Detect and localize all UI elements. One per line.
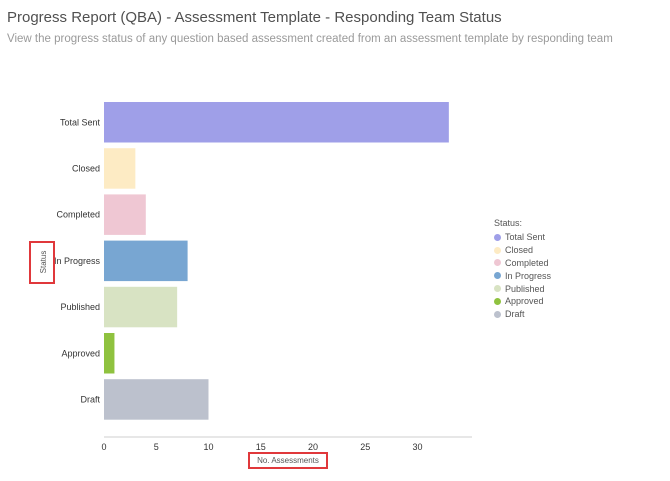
xlabel-highlight-box — [248, 452, 328, 469]
y-tick-label-closed: Closed — [72, 163, 100, 173]
x-tick-label-5: 5 — [154, 442, 159, 452]
legend-label: Completed — [505, 257, 549, 268]
x-axis-title: No. Assessments — [257, 456, 319, 465]
legend-item-closed[interactable]: Closed — [494, 244, 551, 257]
legend-item-in-progress[interactable]: In Progress — [494, 269, 551, 282]
bar-in-progress[interactable] — [104, 240, 188, 282]
chart-legend: Status: Total Sent Closed Completed In Prog… — [494, 218, 551, 321]
x-tick-labels: 0 5 10 15 20 25 30 — [101, 442, 422, 452]
bar-approved[interactable] — [104, 333, 115, 374]
bar-total-sent[interactable] — [104, 102, 449, 143]
legend-dot-icon — [494, 310, 501, 318]
ylabel-highlight-box — [29, 241, 55, 284]
legend-dot-icon — [494, 272, 501, 280]
legend-label: In Progress — [505, 270, 552, 281]
bar-closed[interactable] — [104, 148, 136, 189]
legend-label: Approved — [505, 296, 544, 307]
x-tick-label-15: 15 — [256, 442, 266, 452]
legend-dot-icon — [494, 233, 501, 241]
bar-draft[interactable] — [104, 379, 209, 420]
legend-item-published[interactable]: Published — [494, 282, 551, 295]
y-tick-label-in-progress: In Progress — [54, 256, 101, 266]
legend-dot-icon — [494, 297, 501, 305]
legend-label: Published — [505, 283, 545, 294]
y-tick-labels: Total Sent Closed Completed In Progress Publ… — [54, 117, 101, 404]
legend-label: Total Sent — [505, 232, 546, 243]
legend-item-approved[interactable]: Approved — [494, 295, 551, 308]
legend-item-completed[interactable]: Completed — [494, 257, 551, 270]
x-tick-label-0: 0 — [101, 442, 106, 452]
page-title: Progress Report (QBA) - Assessment Templ… — [7, 9, 502, 26]
y-tick-label-total-sent: Total Sent — [60, 117, 101, 127]
legend-title: Status: — [494, 218, 523, 228]
y-tick-label-published: Published — [60, 302, 100, 312]
page-subtitle: View the progress status of any question… — [7, 33, 613, 45]
y-tick-label-draft: Draft — [80, 394, 100, 404]
legend-label: Draft — [505, 309, 525, 320]
bar-published[interactable] — [104, 286, 178, 328]
legend-items: Total Sent Closed Completed In Progress Publ… — [494, 231, 551, 321]
x-tick-label-10: 10 — [203, 442, 213, 452]
y-tick-label-completed: Completed — [56, 210, 100, 220]
legend-item-draft[interactable]: Draft — [494, 308, 551, 321]
legend-dot-icon — [494, 285, 501, 293]
y-axis-title: Status — [39, 251, 48, 274]
legend-label: Closed — [505, 245, 534, 256]
x-tick-label-20: 20 — [308, 442, 318, 452]
y-tick-label-approved: Approved — [61, 348, 100, 358]
legend-item-total-sent[interactable]: Total Sent — [494, 231, 551, 244]
bars-group — [104, 102, 449, 420]
legend-dot-icon — [494, 246, 501, 254]
report-header: Progress Report (QBA) - Assessment Templ… — [7, 8, 663, 47]
bar-completed[interactable] — [104, 194, 146, 235]
x-tick-label-25: 25 — [360, 442, 370, 452]
legend-dot-icon — [494, 259, 501, 267]
x-tick-label-30: 30 — [412, 442, 422, 452]
